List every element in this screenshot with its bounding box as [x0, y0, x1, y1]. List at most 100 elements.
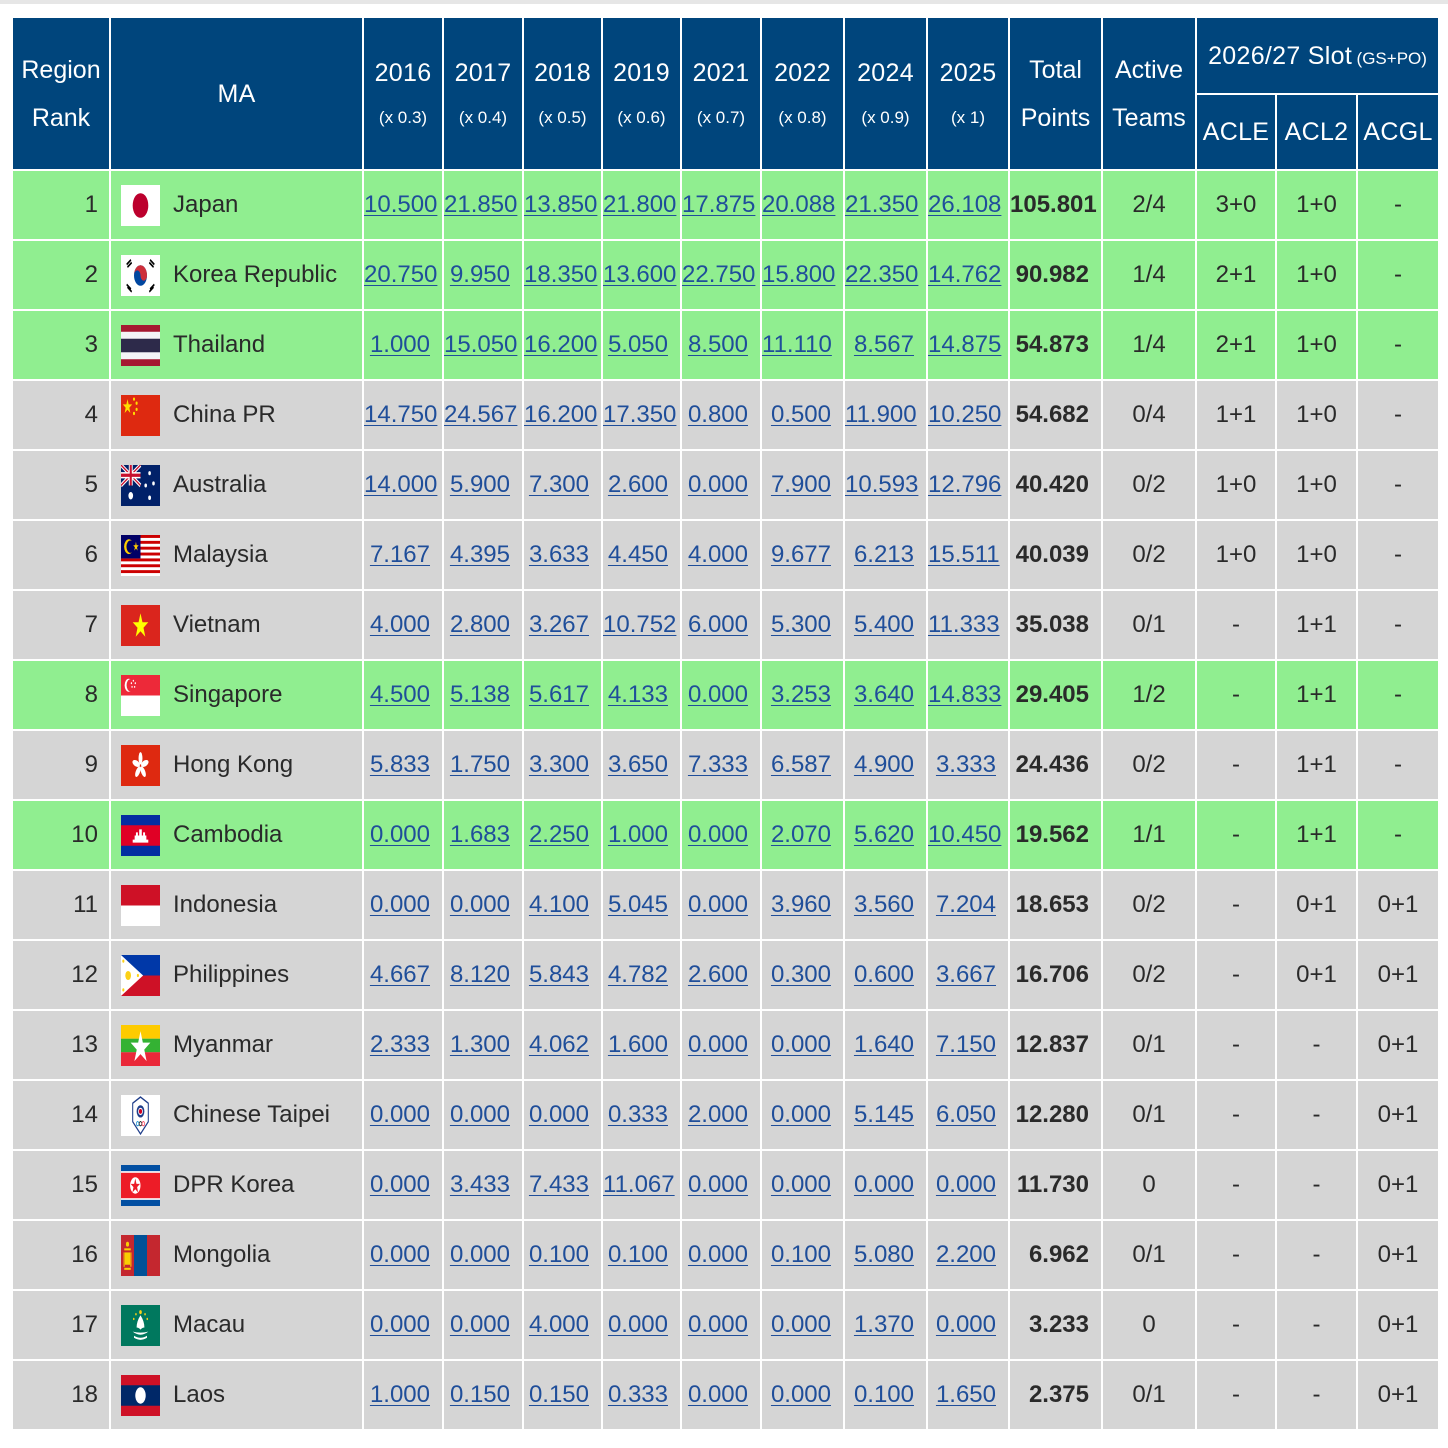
points-link[interactable]: 14.750: [364, 401, 438, 428]
points-link[interactable]: 5.145: [853, 1101, 914, 1128]
points-link[interactable]: 0.000: [449, 1311, 510, 1338]
points-link[interactable]: 3.333: [935, 751, 996, 778]
points-link[interactable]: 0.000: [687, 821, 748, 848]
points-link[interactable]: 6.000: [687, 611, 748, 638]
points-link[interactable]: 11.067: [603, 1171, 675, 1198]
points-link[interactable]: 10.752: [603, 611, 677, 638]
points-link[interactable]: 14.875: [928, 331, 1002, 358]
points-link[interactable]: 0.600: [853, 961, 914, 988]
points-link[interactable]: 3.640: [853, 681, 914, 708]
points-link[interactable]: 1.000: [369, 1381, 430, 1408]
points-link[interactable]: 2.250: [528, 821, 589, 848]
points-link[interactable]: 0.000: [369, 1311, 430, 1338]
points-link[interactable]: 4.782: [607, 961, 668, 988]
points-link[interactable]: 0.150: [528, 1381, 589, 1408]
points-link[interactable]: 1.000: [607, 821, 668, 848]
points-link[interactable]: 14.833: [928, 681, 1002, 708]
points-link[interactable]: 8.500: [687, 331, 748, 358]
points-link[interactable]: 15.800: [762, 261, 836, 288]
points-link[interactable]: 4.133: [607, 681, 668, 708]
points-link[interactable]: 14.762: [928, 261, 1002, 288]
points-link[interactable]: 0.000: [853, 1171, 914, 1198]
points-link[interactable]: 0.000: [687, 1031, 748, 1058]
points-link[interactable]: 1.683: [449, 821, 510, 848]
points-link[interactable]: 0.000: [369, 821, 430, 848]
points-link[interactable]: 10.500: [364, 191, 438, 218]
points-link[interactable]: 3.633: [528, 541, 589, 568]
points-link[interactable]: 17.875: [682, 191, 756, 218]
points-link[interactable]: 2.600: [607, 471, 668, 498]
points-link[interactable]: 4.062: [528, 1031, 589, 1058]
points-link[interactable]: 0.100: [607, 1241, 668, 1268]
points-link[interactable]: 5.045: [607, 891, 668, 918]
points-link[interactable]: 0.000: [935, 1311, 996, 1338]
points-link[interactable]: 20.088: [762, 191, 836, 218]
points-link[interactable]: 16.200: [524, 331, 598, 358]
points-link[interactable]: 3.667: [935, 961, 996, 988]
points-link[interactable]: 3.253: [770, 681, 831, 708]
points-link[interactable]: 4.450: [607, 541, 668, 568]
points-link[interactable]: 0.000: [770, 1311, 831, 1338]
points-link[interactable]: 0.000: [687, 471, 748, 498]
points-link[interactable]: 0.000: [449, 891, 510, 918]
points-link[interactable]: 0.000: [607, 1311, 668, 1338]
points-link[interactable]: 15.050: [444, 331, 518, 358]
points-link[interactable]: 0.000: [687, 681, 748, 708]
points-link[interactable]: 13.850: [524, 191, 598, 218]
points-link[interactable]: 10.250: [928, 401, 1002, 428]
points-link[interactable]: 8.567: [853, 331, 914, 358]
points-link[interactable]: 0.000: [770, 1381, 831, 1408]
points-link[interactable]: 15.511: [928, 541, 1000, 568]
points-link[interactable]: 7.300: [528, 471, 589, 498]
points-link[interactable]: 1.600: [607, 1031, 668, 1058]
points-link[interactable]: 0.150: [449, 1381, 510, 1408]
points-link[interactable]: 2.070: [770, 821, 831, 848]
points-link[interactable]: 6.587: [770, 751, 831, 778]
points-link[interactable]: 4.000: [369, 611, 430, 638]
points-link[interactable]: 0.000: [369, 891, 430, 918]
points-link[interactable]: 7.433: [528, 1171, 589, 1198]
points-link[interactable]: 0.100: [528, 1241, 589, 1268]
points-link[interactable]: 20.750: [364, 261, 438, 288]
points-link[interactable]: 4.000: [687, 541, 748, 568]
points-link[interactable]: 3.433: [449, 1171, 510, 1198]
points-link[interactable]: 0.333: [607, 1381, 668, 1408]
points-link[interactable]: 2.600: [687, 961, 748, 988]
points-link[interactable]: 4.900: [853, 751, 914, 778]
points-link[interactable]: 0.000: [770, 1031, 831, 1058]
points-link[interactable]: 9.950: [449, 261, 510, 288]
points-link[interactable]: 10.593: [845, 471, 919, 498]
points-link[interactable]: 22.350: [845, 261, 919, 288]
points-link[interactable]: 0.000: [770, 1101, 831, 1128]
points-link[interactable]: 17.350: [603, 401, 677, 428]
points-link[interactable]: 0.800: [687, 401, 748, 428]
points-link[interactable]: 0.000: [687, 1171, 748, 1198]
points-link[interactable]: 1.640: [853, 1031, 914, 1058]
points-link[interactable]: 0.000: [528, 1101, 589, 1128]
points-link[interactable]: 9.677: [770, 541, 831, 568]
points-link[interactable]: 16.200: [524, 401, 598, 428]
points-link[interactable]: 7.333: [687, 751, 748, 778]
points-link[interactable]: 1.000: [369, 331, 430, 358]
points-link[interactable]: 1.370: [853, 1311, 914, 1338]
points-link[interactable]: 0.000: [369, 1101, 430, 1128]
points-link[interactable]: 2.800: [449, 611, 510, 638]
points-link[interactable]: 5.138: [449, 681, 510, 708]
points-link[interactable]: 3.267: [528, 611, 589, 638]
points-link[interactable]: 0.000: [369, 1241, 430, 1268]
points-link[interactable]: 24.567: [444, 401, 518, 428]
points-link[interactable]: 0.300: [770, 961, 831, 988]
points-link[interactable]: 10.450: [928, 821, 1002, 848]
points-link[interactable]: 13.600: [603, 261, 677, 288]
points-link[interactable]: 5.833: [369, 751, 430, 778]
points-link[interactable]: 22.750: [682, 261, 756, 288]
points-link[interactable]: 11.110: [762, 331, 832, 358]
points-link[interactable]: 5.900: [449, 471, 510, 498]
points-link[interactable]: 12.796: [928, 471, 1002, 498]
points-link[interactable]: 5.617: [528, 681, 589, 708]
points-link[interactable]: 0.333: [607, 1101, 668, 1128]
points-link[interactable]: 5.300: [770, 611, 831, 638]
points-link[interactable]: 3.650: [607, 751, 668, 778]
points-link[interactable]: 4.100: [528, 891, 589, 918]
points-link[interactable]: 0.000: [687, 891, 748, 918]
